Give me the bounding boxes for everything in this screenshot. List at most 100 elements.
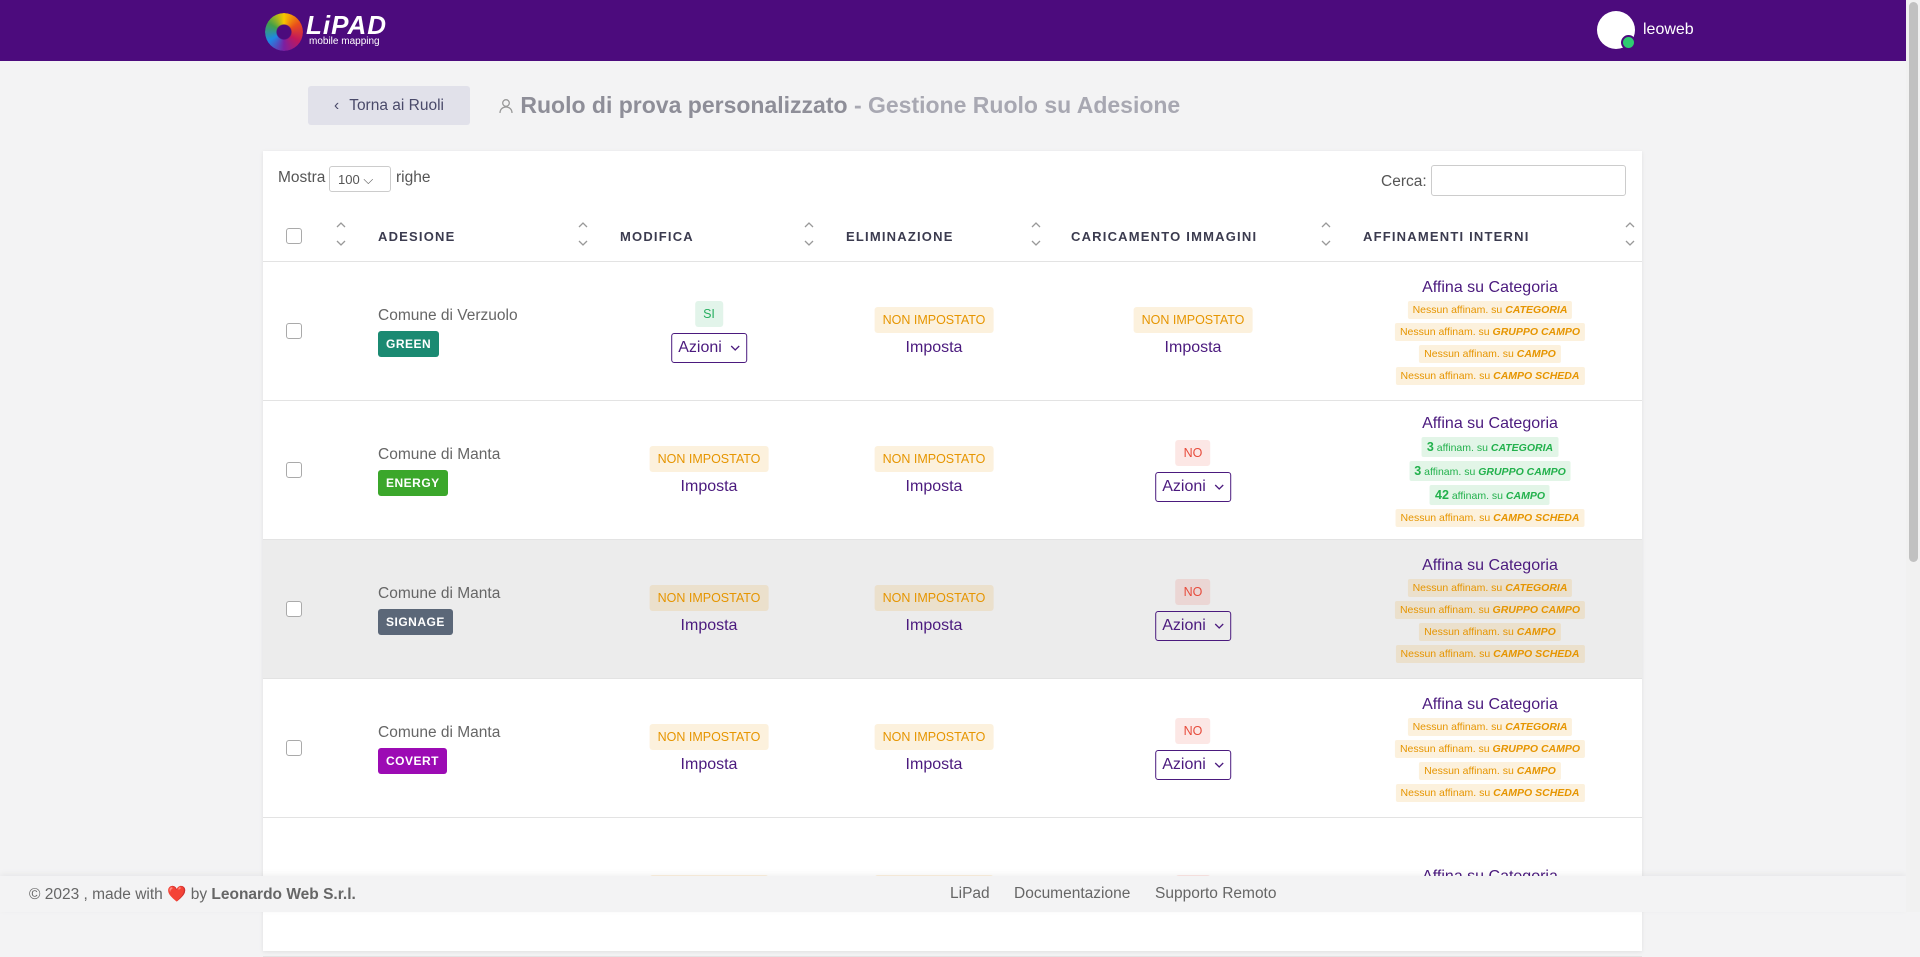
user-icon [499, 99, 513, 114]
label: Nessun affinam. su [1424, 764, 1514, 777]
footer-link[interactable]: LiPad [950, 885, 990, 902]
row-checkbox[interactable] [286, 740, 302, 756]
set-link[interactable]: Imposta [680, 755, 738, 773]
permission-cell: NON IMPOSTATO Imposta [1133, 262, 1253, 401]
affinamento-badge: Nessun affinam. su CAMPO SCHEDA [1395, 783, 1585, 802]
target: CATEGORIA [1505, 303, 1568, 316]
dropdown-label: Azioni [1162, 616, 1206, 634]
avatar[interactable] [1597, 11, 1636, 50]
status-badge: NON IMPOSTATO [874, 445, 994, 472]
permission-cell: NON IMPOSTATO Imposta [649, 401, 769, 540]
back-button[interactable]: ‹ Torna ai Ruoli [308, 86, 470, 125]
select-all[interactable] [286, 228, 302, 244]
target: CAMPO [1516, 347, 1556, 360]
target: CAMPO [1516, 625, 1556, 638]
scrollbar [1906, 0, 1920, 912]
status-badge: NO [1175, 439, 1211, 466]
affina-link[interactable]: Affina su Categoria [1422, 695, 1558, 713]
sort-toggle[interactable] [1321, 221, 1331, 247]
column-header[interactable]: ELIMINAZIONE [846, 229, 954, 244]
set-link[interactable]: Imposta [905, 477, 963, 495]
copyright: © 2023 , made with ❤️ by Leonardo Web S.… [29, 885, 356, 904]
status-badge: NON IMPOSTATO [874, 723, 994, 750]
set-link[interactable]: Imposta [905, 338, 963, 356]
adesione-cell: Comune di Manta COVERT [378, 679, 500, 818]
logo-mark [265, 13, 303, 51]
sort-toggle[interactable] [1625, 221, 1635, 247]
affinamento-badge: Nessun affinam. su CAMPO SCHEDA [1395, 644, 1585, 663]
logo[interactable]: LiPAD [306, 10, 388, 40]
column-header[interactable]: AFFINAMENTI INTERNI [1363, 229, 1530, 244]
column-header[interactable]: ADESIONE [378, 229, 456, 244]
actions-dropdown[interactable]: Azioni [1155, 749, 1231, 780]
scroll-thumb[interactable] [1909, 2, 1918, 562]
row-checkbox[interactable] [286, 462, 302, 478]
affinamento-badge: Nessun affinam. su CAMPO [1419, 622, 1561, 641]
target: CAMPO SCHEDA [1493, 647, 1580, 660]
label: Nessun affinam. su [1412, 581, 1503, 594]
search-label: Cerca: [1381, 173, 1427, 190]
page-title: Ruolo di prova personalizzato - Gestione… [498, 92, 1180, 119]
actions-dropdown[interactable]: Azioni [1155, 610, 1231, 641]
company[interactable]: Leonardo Web S.r.l. [211, 886, 356, 903]
affina-link[interactable]: Affina su Categoria [1422, 556, 1558, 574]
actions-dropdown[interactable]: Azioni [671, 332, 747, 363]
table-row: Comune di Manta ENERGY NON IMPOSTATO Impost… [263, 401, 1642, 540]
top-bar: LiPAD mobile mapping leoweb [0, 0, 1906, 61]
target: GRUPPO CAMPO [1492, 325, 1581, 338]
status-badge: NO [1175, 578, 1211, 605]
sort-toggle[interactable] [804, 221, 814, 247]
page-size-select[interactable]: 100 ⌵ [329, 166, 391, 192]
actions-dropdown[interactable]: Azioni [1155, 471, 1231, 502]
affina-link[interactable]: Affina su Categoria [1422, 414, 1558, 432]
sort-icon [336, 222, 346, 246]
footer-link[interactable]: Documentazione [1014, 885, 1131, 902]
dropdown-label: Azioni [1162, 477, 1206, 495]
column-header[interactable]: CARICAMENTO IMMAGINI [1071, 229, 1258, 244]
affinamento-badge: Nessun affinam. su CATEGORIA [1407, 717, 1573, 736]
subtitle: - Gestione Ruolo su Adesione [853, 92, 1181, 118]
row-checkbox[interactable] [286, 601, 302, 617]
adesione-cell: Comune di Manta ENERGY [378, 401, 500, 540]
user-name[interactable]: leoweb [1643, 21, 1694, 38]
sort-toggle[interactable] [1031, 221, 1041, 247]
sort-toggle[interactable] [336, 221, 346, 247]
search-input[interactable] [1431, 165, 1626, 196]
dropdown-label: Azioni [678, 338, 722, 356]
set-link[interactable]: Imposta [680, 616, 738, 634]
set-link[interactable]: Imposta [905, 755, 963, 773]
target: GRUPPO CAMPO [1492, 603, 1581, 616]
label: Nessun affinam. su [1399, 603, 1490, 616]
affinamento-badge: Nessun affinam. su CAMPO [1419, 344, 1561, 363]
column-header[interactable]: MODIFICA [620, 229, 694, 244]
target: CATEGORIA [1505, 720, 1568, 733]
adesione-cell: Comune di Manta SIGNAGE [378, 540, 500, 679]
status-badge: NON IMPOSTATO [874, 306, 994, 333]
target: GRUPPO CAMPO [1492, 742, 1581, 755]
target: GRUPPO CAMPO [1478, 465, 1566, 478]
dropdown-label: Azioni [1162, 755, 1206, 773]
logo-sub: mobile mapping [309, 36, 380, 47]
footer-link[interactable]: Supporto Remoto [1155, 885, 1277, 902]
label: Nessun affinam. su [1400, 786, 1491, 799]
sort-toggle[interactable] [578, 221, 588, 247]
row-checkbox[interactable] [286, 323, 302, 339]
label: affinam. su [1451, 489, 1503, 502]
table-row: Comune di Verzuolo GREEN SI Azioni NON IMPOS… [263, 262, 1642, 401]
status-badge: NON IMPOSTATO [874, 584, 994, 611]
sort-icon [1031, 222, 1041, 246]
label: affinam. su [1424, 465, 1476, 478]
status-badge: NON IMPOSTATO [1133, 306, 1253, 333]
label: affinam. su [1436, 441, 1488, 454]
target: CATEGORIA [1490, 441, 1554, 454]
set-link[interactable]: Imposta [905, 616, 963, 634]
target: CAMPO SCHEDA [1493, 369, 1580, 382]
label: Nessun affinam. su [1399, 325, 1490, 338]
affina-link[interactable]: Affina su Categoria [1422, 278, 1558, 296]
status-badge: SI [695, 300, 723, 327]
set-link[interactable]: Imposta [680, 477, 738, 495]
affinamento-badge: Nessun affinam. su GRUPPO CAMPO [1394, 739, 1586, 758]
set-link[interactable]: Imposta [1164, 338, 1222, 356]
